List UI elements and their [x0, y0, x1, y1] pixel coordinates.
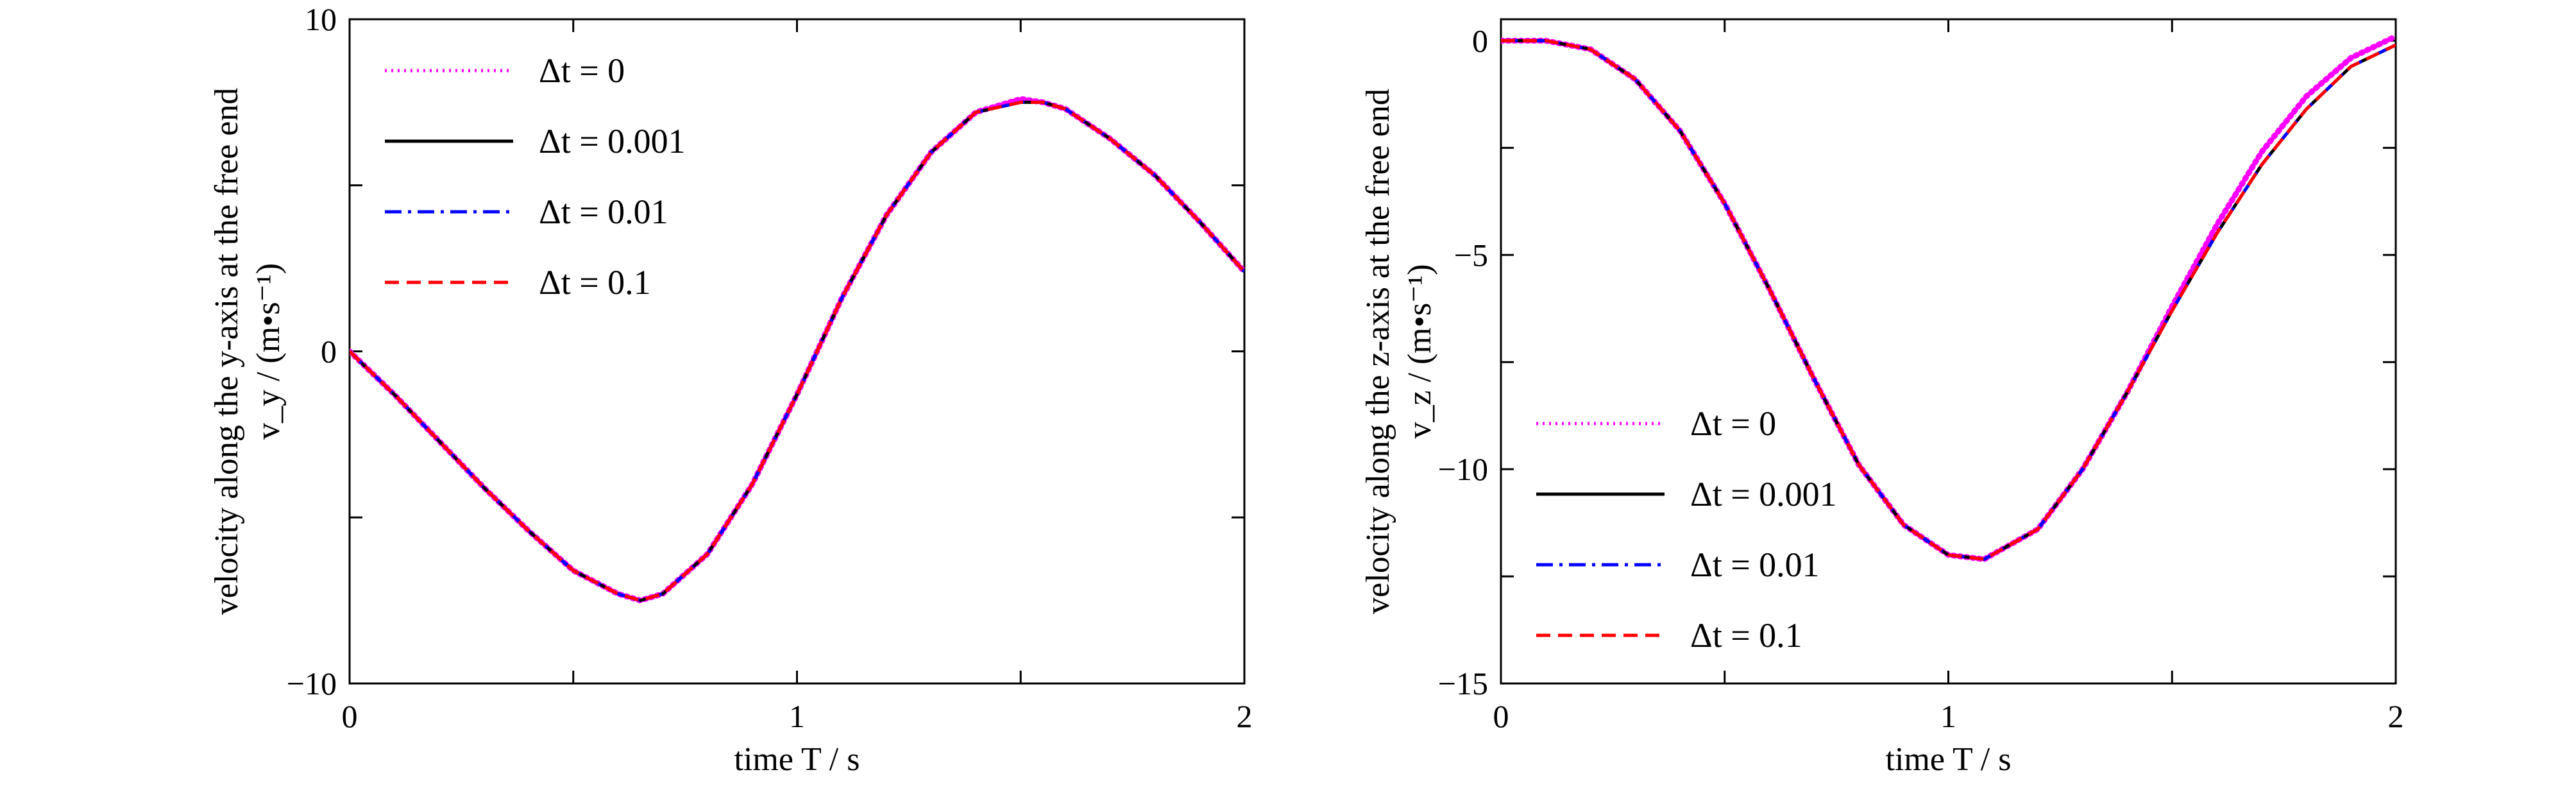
legend-label: Δt = 0	[1690, 404, 1776, 443]
series-line	[350, 96, 1244, 604]
y-tick-label: −5	[1454, 237, 1488, 273]
series-line	[1501, 33, 2396, 562]
x-axis-label: time T / s	[1886, 741, 2012, 778]
plot-frame	[348, 18, 1246, 685]
x-tick-label: 1	[789, 698, 805, 734]
x-tick-label: 1	[1940, 698, 1956, 734]
series-lines	[1501, 33, 2396, 562]
y-tick-label: 10	[305, 1, 337, 37]
series-line	[350, 100, 1244, 603]
legend: Δt = 0 Δt = 0.001 Δt = 0.01 Δt = 0.1	[385, 51, 686, 302]
plot-frame	[1500, 18, 2397, 685]
series-line	[1501, 39, 2396, 561]
series-line	[350, 100, 1244, 603]
y-tick-label: −10	[1438, 451, 1488, 487]
chart-2: 0 1 2 −15 −10 −5 0 time T / s velocity along the…	[1360, 18, 2404, 778]
y-tick-label: 0	[1472, 22, 1488, 58]
x-axis-label: time T / s	[734, 741, 860, 778]
y-tick-label: −10	[287, 665, 337, 701]
y-axis-label-line1: velocity along the z-axis at the free en…	[1360, 89, 1396, 614]
x-tick-label: 0	[1493, 698, 1509, 734]
series-line	[350, 100, 1244, 603]
legend-label: Δt = 0.001	[539, 122, 686, 160]
legend-label: Δt = 0.001	[1690, 475, 1837, 513]
legend-label: Δt = 0.01	[1690, 545, 1820, 584]
legend: Δt = 0 Δt = 0.001 Δt = 0.01 Δt = 0.1	[1536, 404, 1837, 655]
legend-label: Δt = 0.1	[1690, 616, 1802, 655]
y-tick-label: −15	[1438, 665, 1488, 701]
legend-label: Δt = 0.1	[539, 263, 651, 302]
x-tick-label: 2	[2388, 698, 2404, 734]
legend-label: Δt = 0.01	[539, 193, 668, 231]
series-line	[1501, 39, 2396, 561]
y-axis-label-line1: velocity along the y-axis at the free en…	[208, 88, 245, 615]
series-line	[1501, 39, 2396, 561]
x-tick-label: 0	[342, 698, 358, 734]
legend-label: Δt = 0	[539, 51, 625, 90]
y-axis-label-line2: v_y / (m•s⁻¹)	[250, 263, 287, 440]
x-tick-label: 2	[1237, 698, 1253, 734]
series-lines	[350, 96, 1244, 604]
y-axis-label-line2: v_z / (m•s⁻¹)	[1402, 264, 1438, 438]
y-tick-label: 0	[321, 334, 337, 370]
